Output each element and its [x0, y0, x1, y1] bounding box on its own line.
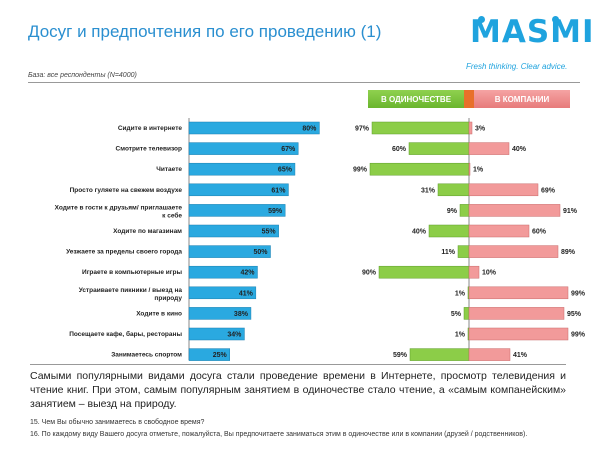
total-bar [188, 183, 289, 197]
category-label: Ходите в гости к друзьям/ приглашаете к с… [55, 204, 183, 219]
alone-value: 97% [355, 126, 370, 133]
alone-bar [378, 265, 470, 279]
category-label: Устраиваете пикники / выезд на природу [79, 287, 183, 302]
alone-value: 11% [441, 249, 455, 256]
category-label: Смотрите телевизор [116, 146, 182, 153]
category-label: Уезжаете за пределы своего города [66, 249, 182, 256]
total-value: 80% [302, 126, 317, 133]
company-bar [468, 327, 569, 341]
summary-text: Самыми популярными видами досуга стали п… [30, 364, 566, 412]
total-value: 50% [253, 249, 268, 256]
total-bar [188, 286, 257, 300]
alone-bar [428, 224, 470, 238]
company-value: 95% [567, 311, 582, 318]
legend-marker [464, 90, 474, 108]
legend-alone: В ОДИНОЧЕСТВЕ [368, 90, 464, 108]
total-bar [188, 224, 279, 238]
company-value: 60% [532, 229, 547, 236]
alone-value: 9% [447, 208, 458, 215]
category-label: Занимаетесь спортом [111, 352, 182, 359]
footnote-15: 15. Чем Вы обычно занимаетесь в свободно… [30, 419, 205, 426]
logo-tagline: Fresh thinking. Clear advice. [466, 62, 568, 71]
company-bar [468, 204, 561, 217]
divider [28, 82, 580, 83]
total-value: 25% [213, 352, 228, 359]
total-bar [188, 121, 320, 135]
total-value: 65% [278, 167, 293, 174]
company-value: 99% [571, 332, 586, 339]
total-value: 59% [268, 208, 283, 215]
total-bar [188, 142, 299, 155]
alone-value: 1% [455, 290, 466, 297]
company-value: 69% [541, 187, 556, 194]
total-value: 67% [281, 146, 296, 153]
alone-value: 59% [393, 352, 408, 359]
category-label: Ходите по магазинам [113, 228, 182, 235]
total-value: 61% [271, 187, 286, 194]
alone-value: 90% [362, 270, 377, 277]
company-value: 91% [563, 208, 578, 215]
company-value: 3% [475, 126, 486, 133]
company-bar [468, 142, 510, 155]
alone-value: 99% [353, 167, 368, 174]
category-label: Просто гуляете на свежем воздухе [70, 187, 183, 194]
category-label: Посещаете кафе, бары, рестораны [69, 330, 182, 338]
total-value: 55% [262, 229, 277, 236]
total-bar [188, 307, 252, 320]
alone-bar [457, 245, 470, 258]
company-value: 99% [571, 290, 586, 297]
company-value: 40% [512, 146, 527, 153]
page-title: Досуг и предпочтения по его проведению (… [28, 22, 382, 41]
company-value: 10% [482, 270, 497, 277]
alone-value: 60% [392, 146, 407, 153]
alone-value: 31% [421, 187, 436, 194]
total-value: 42% [240, 270, 255, 277]
chart-area: Сидите в интернете 80% 97% 3% Смотрите телев… [55, 118, 586, 361]
total-bar [188, 204, 286, 217]
alone-bar [408, 142, 470, 155]
company-value: 41% [513, 352, 528, 359]
alone-value: 1% [455, 332, 466, 339]
company-bar [468, 224, 530, 238]
company-bar [468, 307, 565, 320]
total-value: 38% [234, 311, 249, 318]
total-bar [188, 162, 296, 176]
company-bar [468, 245, 559, 258]
total-bar [188, 348, 230, 361]
alone-value: 40% [412, 229, 427, 236]
company-bar [468, 348, 511, 361]
total-bar [188, 245, 271, 258]
alone-bar [371, 121, 470, 135]
alone-bar [437, 183, 470, 197]
total-bar [188, 265, 258, 279]
logo-dot [552, 16, 559, 23]
company-bar [468, 286, 569, 300]
company-bar [468, 162, 471, 176]
total-bar [188, 327, 245, 341]
alone-bar [463, 307, 470, 320]
footnote-16: 16. По каждому виду Вашего досуга отметь… [30, 431, 528, 438]
total-value: 41% [239, 290, 254, 297]
logo-text: MASMI [470, 14, 595, 50]
category-label: Читаете [156, 166, 182, 173]
category-label: Ходите в кино [136, 310, 182, 317]
alone-bar [459, 204, 470, 217]
total-value: 34% [227, 332, 242, 339]
logo-dot [478, 16, 485, 23]
company-bar [468, 265, 480, 279]
company-value: 89% [561, 249, 576, 256]
alone-bar [409, 348, 470, 361]
company-value: 1% [473, 167, 484, 174]
alone-value: 5% [451, 311, 462, 318]
company-bar [468, 183, 539, 197]
base-note: База: все респонденты (N=4000) [28, 72, 137, 79]
category-label: Играете в компьютерные игры [82, 269, 182, 276]
legend-company: В КОМПАНИИ [474, 90, 570, 108]
company-bar [468, 121, 473, 135]
alone-bar [369, 162, 470, 176]
category-label: Сидите в интернете [118, 125, 183, 132]
